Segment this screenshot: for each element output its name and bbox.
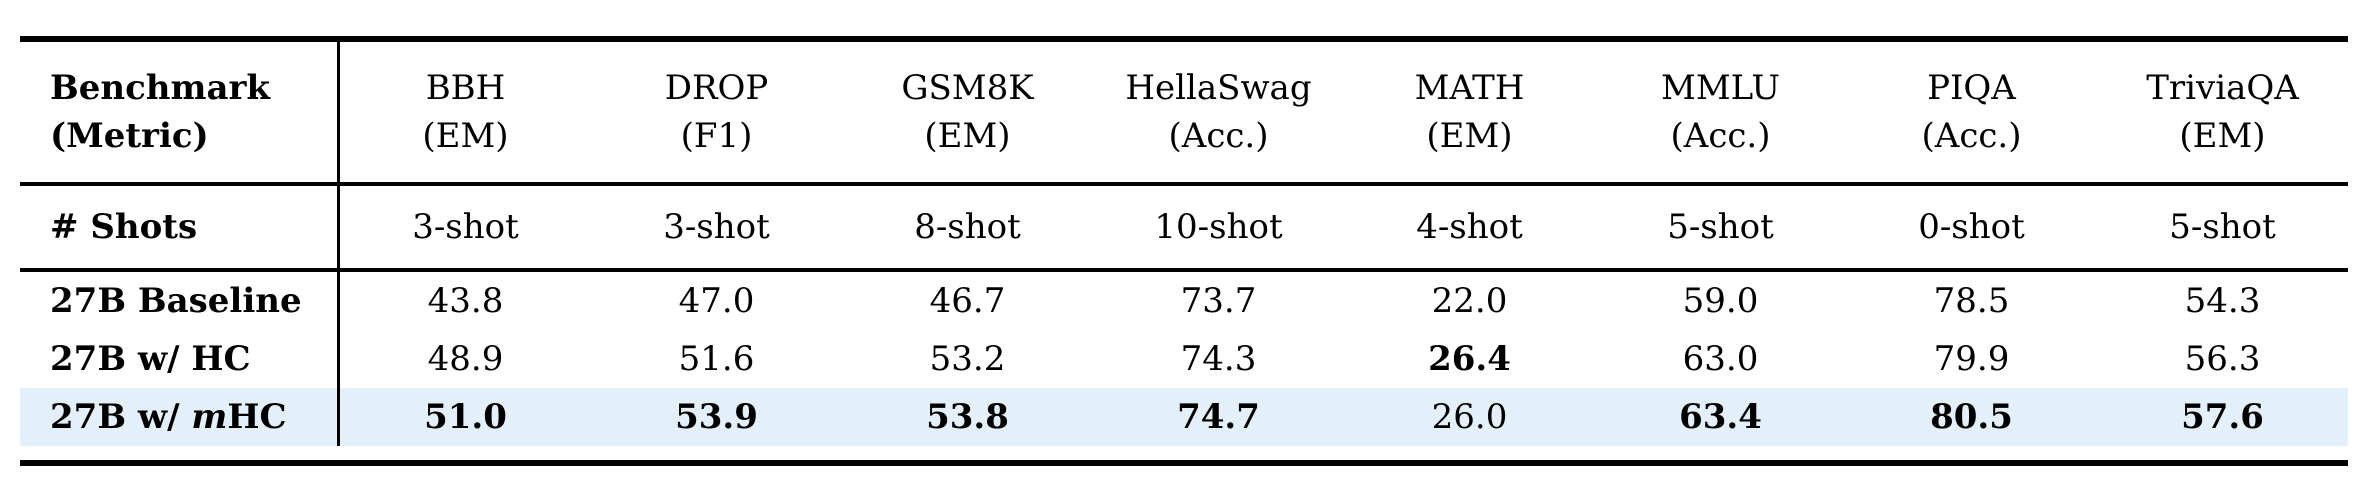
cell-value: 47.0: [678, 281, 755, 321]
column-header-math: MATH (EM): [1344, 42, 1595, 182]
cell-value: 63.4: [1679, 397, 1762, 437]
mid-rule-2: [20, 268, 2348, 272]
shots-label: # Shots: [20, 186, 340, 268]
shots-row: # Shots 3-shot 3-shot 8-shot 10-shot 4-s…: [20, 186, 2348, 268]
header-row: Benchmark (Metric) BBH (EM) DROP (F1) GS…: [20, 42, 2348, 182]
column-header-bbh: BBH (EM): [340, 42, 591, 182]
row-label-text: 27B w/ HC: [50, 339, 251, 379]
cell-value: 51.6: [678, 339, 755, 379]
cell-value: 26.4: [1428, 339, 1511, 379]
cell-value: 22.0: [1431, 281, 1508, 321]
row-label: 27B Baseline: [20, 272, 340, 330]
shots-value: 3-shot: [663, 207, 770, 247]
cell-value: 51.0: [424, 397, 507, 437]
shots-value: 10-shot: [1154, 207, 1283, 247]
cell-value: 46.7: [929, 281, 1006, 321]
table-row-27b-baseline: 27B Baseline 43.8 47.0 46.7 73.7 22.0 59…: [20, 272, 2348, 330]
column-name: DROP: [664, 68, 769, 108]
row-label: 27B w/ mHC: [20, 388, 340, 446]
table-row-27b-hc: 27B w/ HC 48.9 51.6 53.2 74.3 26.4 63.0 …: [20, 330, 2348, 388]
table-row-27b-mhc-highlighted: 27B w/ mHC 51.0 53.9 53.8 74.7 26.0 63.4…: [20, 388, 2348, 446]
column-name: TriviaQA: [2146, 68, 2299, 108]
shots-value: 8-shot: [914, 207, 1021, 247]
cell-value: 53.2: [929, 339, 1006, 379]
cell-value: 53.8: [926, 397, 1009, 437]
cell-value: 80.5: [1930, 397, 2013, 437]
column-header-gsm8k: GSM8K (EM): [842, 42, 1093, 182]
cell-value: 57.6: [2181, 397, 2264, 437]
cell-value: 74.7: [1177, 397, 1260, 437]
cell-value: 53.9: [675, 397, 758, 437]
corner-line1: Benchmark: [50, 68, 270, 108]
cell-value: 43.8: [427, 281, 504, 321]
column-header-triviaqa: TriviaQA (EM): [2097, 42, 2348, 182]
shots-value: 5-shot: [2169, 207, 2276, 247]
column-header-drop: DROP (F1): [591, 42, 842, 182]
column-name: MATH: [1414, 68, 1525, 108]
column-metric: (Acc.): [1670, 116, 1771, 156]
column-metric: (EM): [1426, 116, 1513, 156]
column-header-mmlu: MMLU (Acc.): [1595, 42, 1846, 182]
column-name: MMLU: [1661, 68, 1780, 108]
cell-value: 48.9: [427, 339, 504, 379]
column-metric: (EM): [422, 116, 509, 156]
corner-line2: (Metric): [50, 116, 209, 156]
cell-value: 56.3: [2184, 339, 2261, 379]
column-name: GSM8K: [901, 68, 1034, 108]
column-metric: (F1): [680, 116, 753, 156]
cell-value: 74.3: [1180, 339, 1257, 379]
cell-value: 26.0: [1431, 397, 1508, 437]
column-name: BBH: [425, 68, 506, 108]
bottom-spacer: [20, 446, 2348, 460]
shots-value: 5-shot: [1667, 207, 1774, 247]
cell-value: 73.7: [1180, 281, 1257, 321]
bottom-rule: [20, 460, 2348, 466]
shots-value: 3-shot: [412, 207, 519, 247]
mid-rule-1: [20, 182, 2348, 186]
column-metric: (Acc.): [1168, 116, 1269, 156]
column-metric: (Acc.): [1921, 116, 2022, 156]
shots-value: 0-shot: [1918, 207, 2025, 247]
cell-value: 78.5: [1933, 281, 2010, 321]
row-label: 27B w/ HC: [20, 330, 340, 388]
column-name: HellaSwag: [1125, 68, 1312, 108]
column-header-piqa: PIQA (Acc.): [1846, 42, 2097, 182]
shots-value: 4-shot: [1416, 207, 1523, 247]
benchmark-results-table: Benchmark (Metric) BBH (EM) DROP (F1) GS…: [20, 36, 2348, 466]
row-label-text: 27B Baseline: [50, 281, 302, 321]
cell-value: 59.0: [1682, 281, 1759, 321]
column-name: PIQA: [1927, 68, 2016, 108]
cell-value: 79.9: [1933, 339, 2010, 379]
column-header-hellaswag: HellaSwag (Acc.): [1093, 42, 1344, 182]
top-rule: [20, 36, 2348, 42]
cell-value: 54.3: [2184, 281, 2261, 321]
cell-value: 63.0: [1682, 339, 1759, 379]
column-metric: (EM): [924, 116, 1011, 156]
row-label-text: 27B w/ mHC: [50, 397, 287, 437]
corner-header: Benchmark (Metric): [20, 42, 340, 182]
column-metric: (EM): [2179, 116, 2266, 156]
